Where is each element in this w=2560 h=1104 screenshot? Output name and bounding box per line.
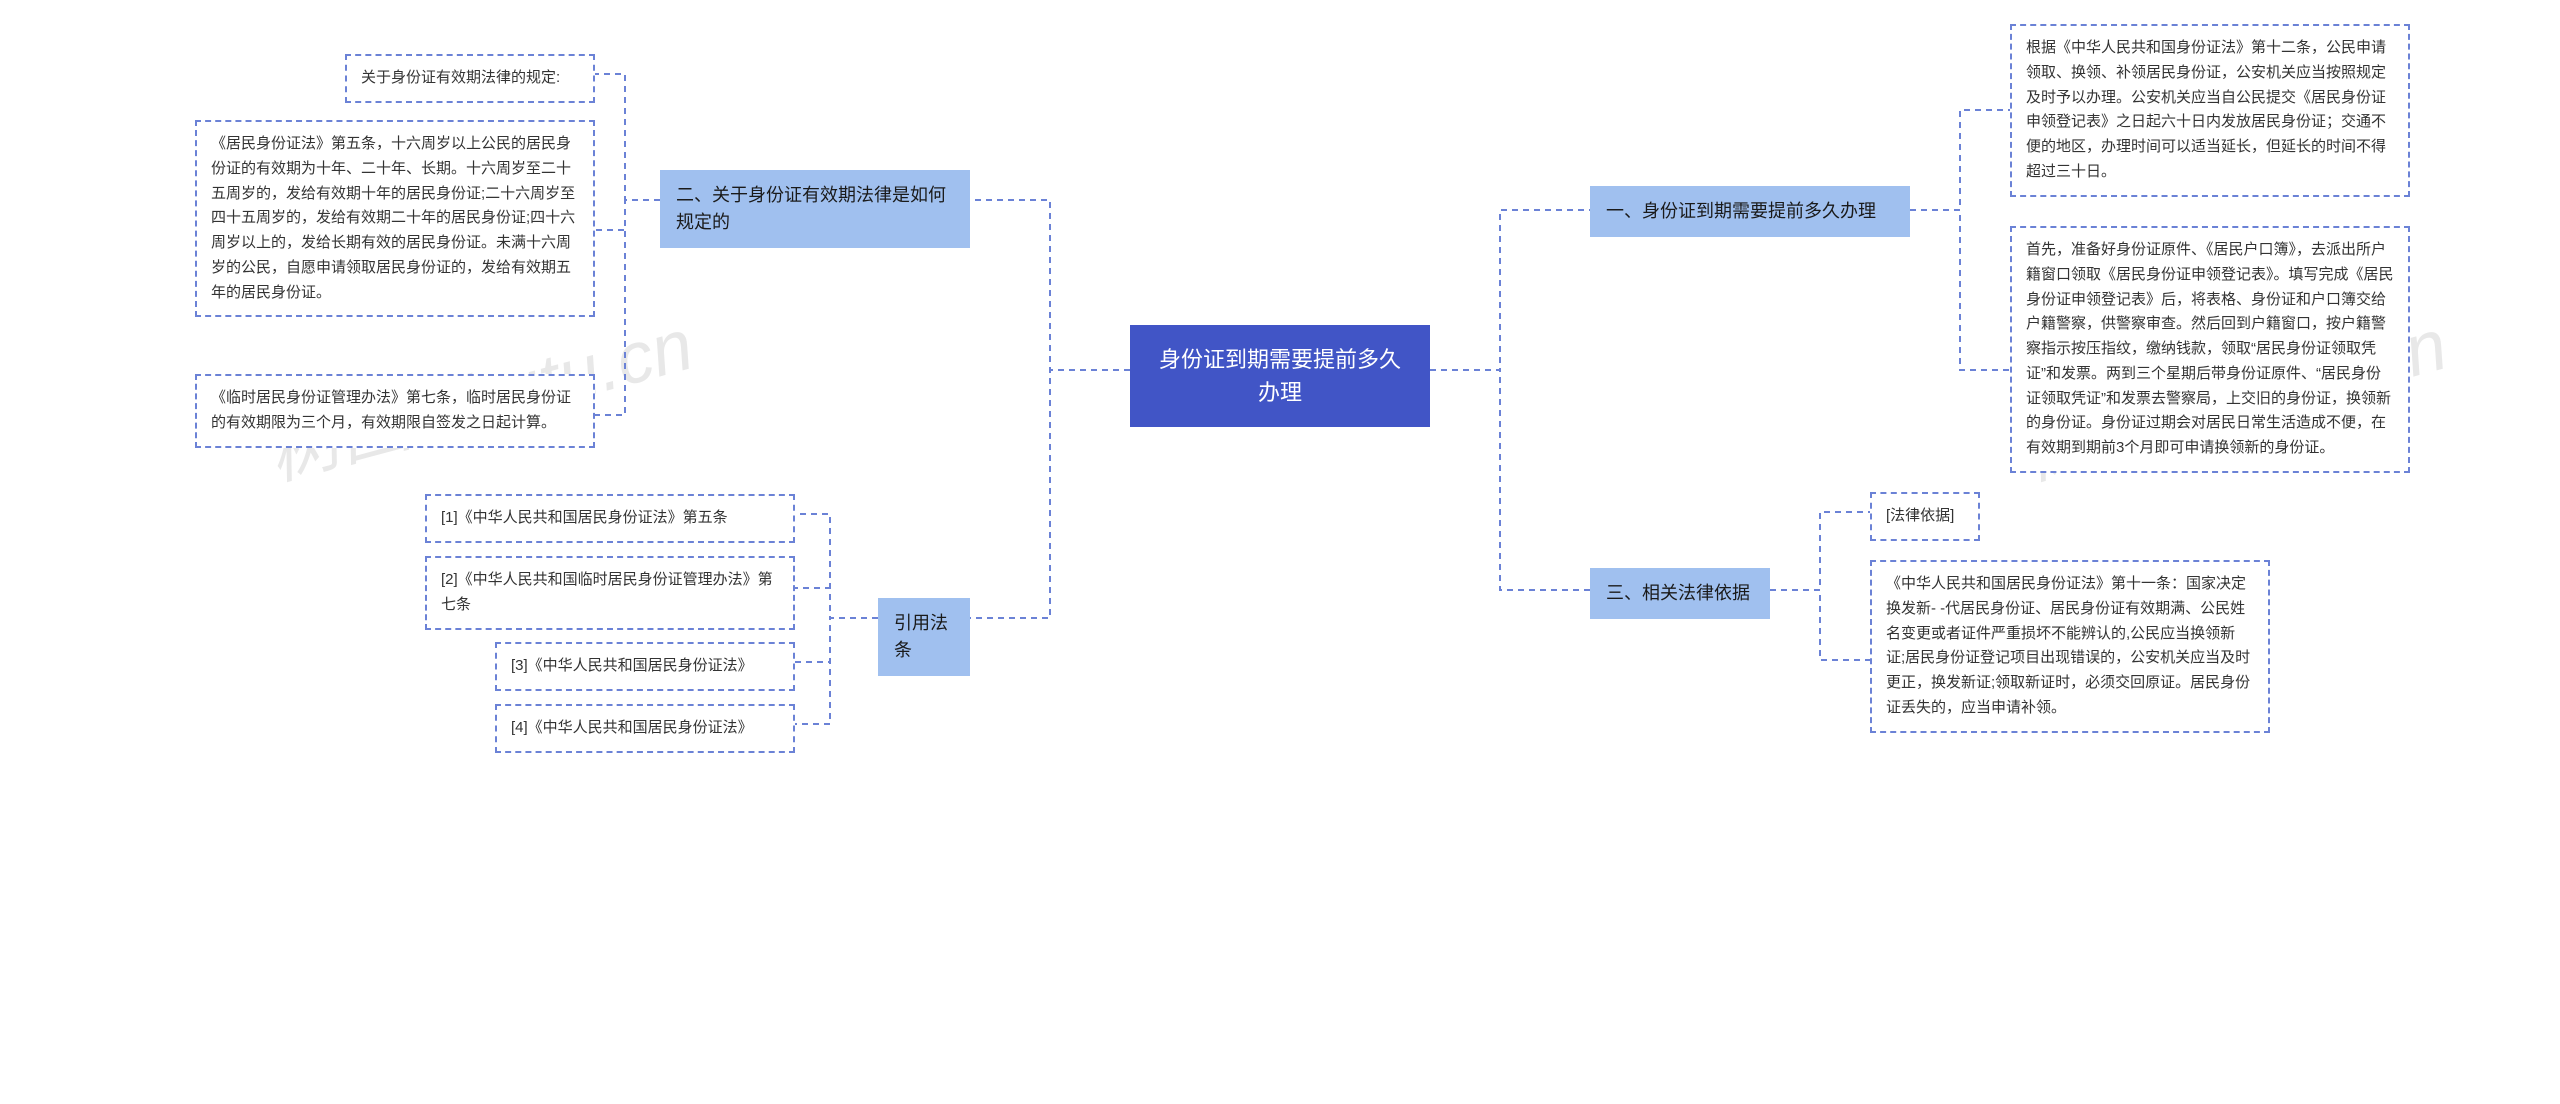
leaf-l2d: [4]《中华人民共和国居民身份证法》 — [495, 704, 795, 753]
leaf-r1a: 根据《中华人民共和国身份证法》第十二条，公民申请领取、换领、补领居民身份证，公安… — [2010, 24, 2410, 197]
branch-left-2: 引用法条 — [878, 598, 970, 676]
leaf-l1b: 《居民身份证法》第五条，十六周岁以上公民的居民身份证的有效期为十年、二十年、长期… — [195, 120, 595, 317]
leaf-l2a: [1]《中华人民共和国居民身份证法》第五条 — [425, 494, 795, 543]
leaf-r2b: 《中华人民共和国居民身份证法》第十一条：国家决定换发新- -代居民身份证、居民身… — [1870, 560, 2270, 733]
leaf-l1c: 《临时居民身份证管理办法》第七条，临时居民身份证的有效期限为三个月，有效期限自签… — [195, 374, 595, 448]
branch-right-1: 一、身份证到期需要提前多久办理 — [1590, 186, 1910, 237]
leaf-r2a: [法律依据] — [1870, 492, 1980, 541]
branch-right-2: 三、相关法律依据 — [1590, 568, 1770, 619]
center-node: 身份证到期需要提前多久办理 — [1130, 325, 1430, 427]
branch-left-1: 二、关于身份证有效期法律是如何规定的 — [660, 170, 970, 248]
leaf-r1b: 首先，准备好身份证原件、《居民户口簿》，去派出所户籍窗口领取《居民身份证申领登记… — [2010, 226, 2410, 473]
leaf-l2b: [2]《中华人民共和国临时居民身份证管理办法》第七条 — [425, 556, 795, 630]
leaf-l2c: [3]《中华人民共和国居民身份证法》 — [495, 642, 795, 691]
leaf-l1a: 关于身份证有效期法律的规定: — [345, 54, 595, 103]
